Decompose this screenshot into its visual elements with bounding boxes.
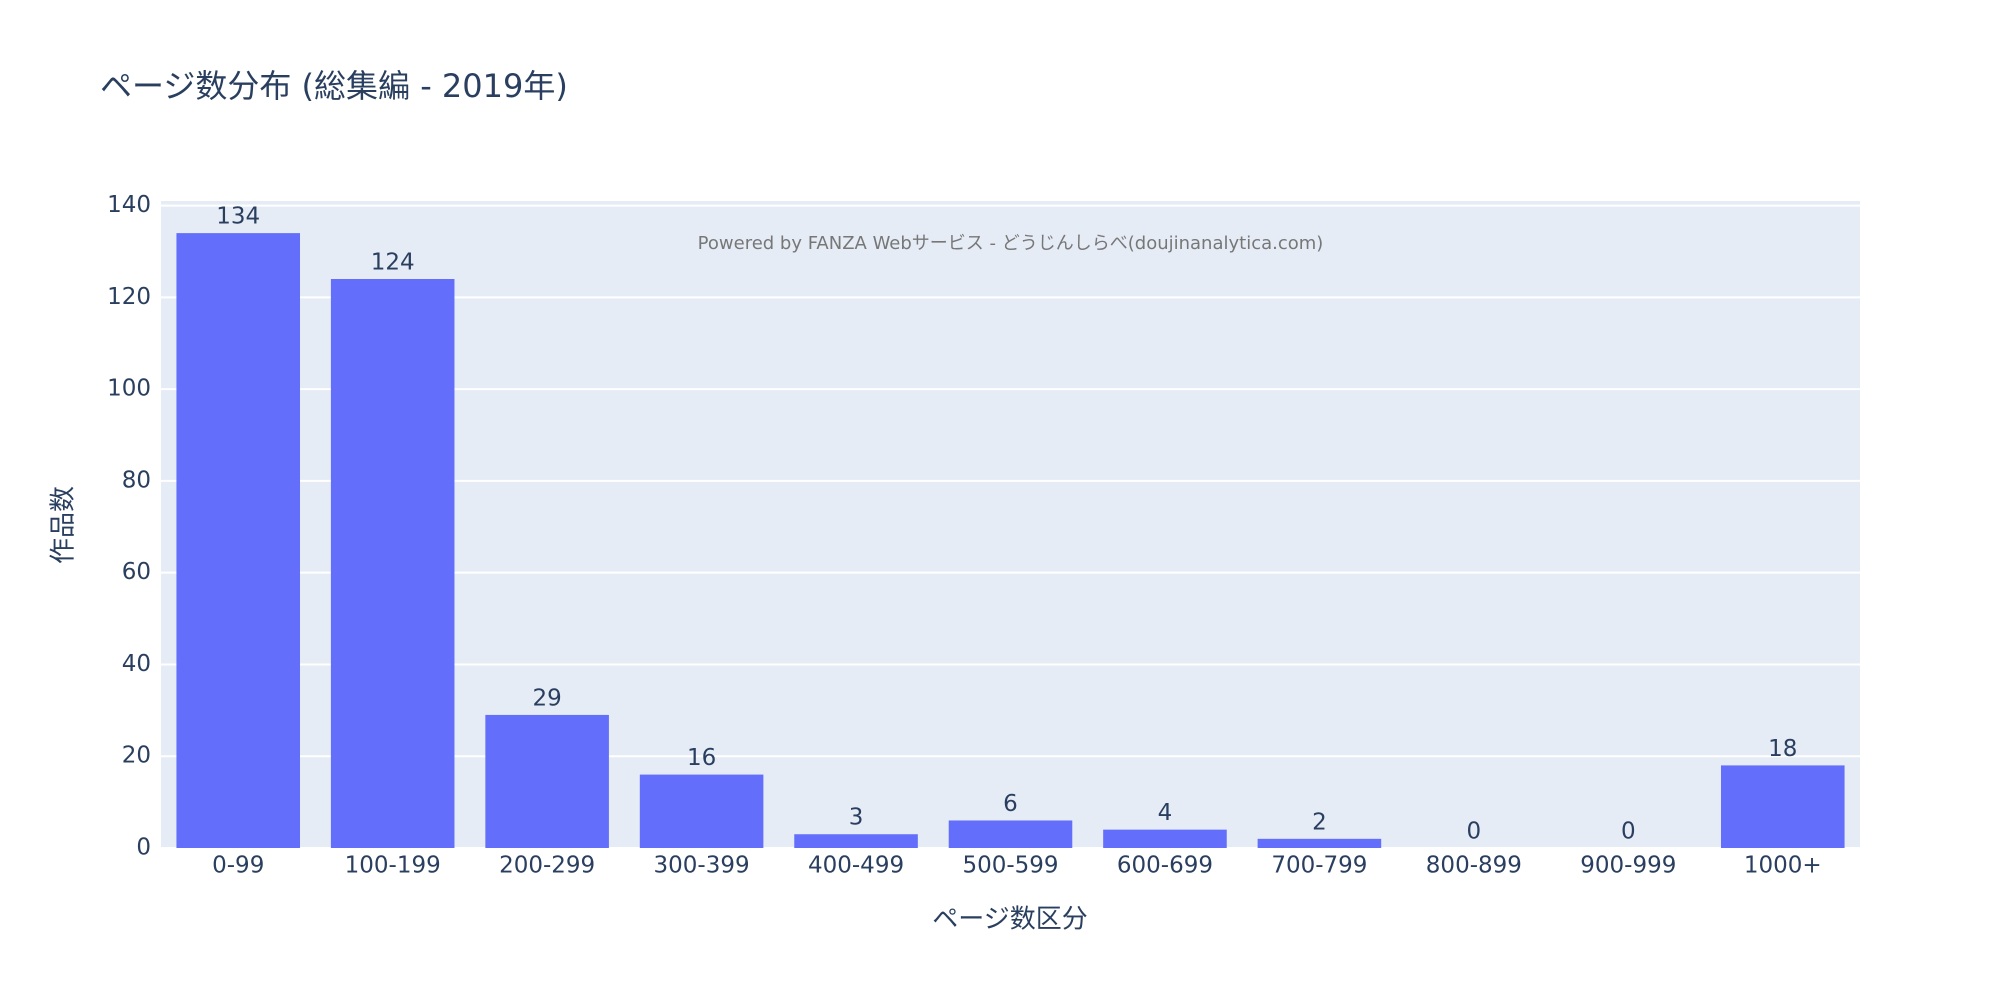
- x-tick-label: 600-699: [1117, 853, 1213, 879]
- x-tick-label: 1000+: [1744, 853, 1822, 879]
- value-label: 2: [1312, 809, 1327, 835]
- value-label: 6: [1003, 791, 1018, 817]
- bar: [176, 233, 301, 849]
- value-label: 18: [1768, 736, 1797, 762]
- value-label: 134: [216, 204, 260, 230]
- value-label: 3: [849, 805, 864, 831]
- x-tick-label: 300-399: [654, 853, 750, 879]
- x-axis-title: ページ数区分: [932, 905, 1087, 935]
- y-axis-title: 作品数: [49, 486, 79, 564]
- x-tick-label: 0-99: [212, 853, 264, 879]
- bar: [948, 820, 1073, 848]
- y-tick-label: 40: [122, 651, 151, 677]
- x-tick-label: 400-499: [808, 853, 904, 879]
- value-label: 4: [1158, 800, 1173, 826]
- annotation: Powered by FANZA Webサービス - どうじんしらべ(douji…: [698, 233, 1324, 254]
- bar: [330, 279, 455, 848]
- y-tick-label: 120: [107, 284, 151, 310]
- value-label: 124: [371, 250, 415, 276]
- value-label: 0: [1621, 819, 1636, 845]
- y-tick-label: 80: [122, 467, 151, 493]
- y-tick-label: 0: [136, 835, 151, 861]
- x-tick-label: 700-799: [1271, 853, 1367, 879]
- x-tick-label: 200-299: [499, 853, 595, 879]
- value-label: 0: [1467, 819, 1482, 845]
- bar: [485, 714, 609, 848]
- bar: [639, 774, 764, 848]
- y-tick-label: 100: [107, 376, 151, 402]
- value-label: 16: [687, 745, 716, 771]
- y-tick-label: 140: [107, 192, 151, 218]
- y-tick-label: 20: [122, 743, 151, 769]
- x-tick-label: 100-199: [345, 853, 441, 879]
- chart-title: ページ数分布 (総集編 - 2019年): [100, 67, 568, 105]
- y-tick-label: 60: [122, 559, 151, 585]
- bar: [1257, 838, 1382, 848]
- x-tick-label: 900-999: [1580, 853, 1676, 879]
- x-tick-label: 800-899: [1426, 853, 1522, 879]
- bar: [794, 834, 918, 848]
- bar: [1103, 829, 1227, 848]
- value-label: 29: [532, 685, 561, 711]
- bar: [1720, 765, 1845, 848]
- x-tick-label: 500-599: [962, 853, 1058, 879]
